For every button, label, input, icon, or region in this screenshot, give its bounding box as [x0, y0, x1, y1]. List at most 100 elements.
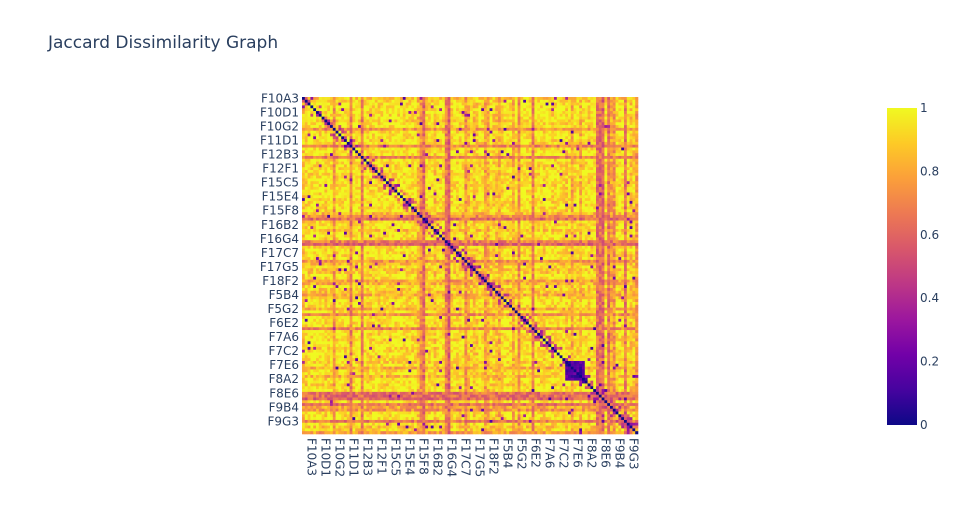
heatmap-cell — [369, 150, 373, 154]
heatmap-cell — [414, 195, 418, 199]
heatmap-cell — [458, 155, 462, 160]
heatmap-cell — [598, 195, 602, 199]
heatmap-cell — [363, 127, 367, 131]
heatmap-cell — [369, 184, 373, 188]
heatmap-cell — [498, 206, 502, 210]
heatmap-cell — [484, 136, 488, 140]
heatmap-cell — [419, 164, 423, 168]
heatmap-cell — [344, 97, 348, 101]
heatmap-cell — [442, 147, 446, 151]
heatmap-cell — [626, 153, 630, 157]
heatmap-cell — [579, 133, 583, 137]
heatmap-cell — [444, 153, 448, 157]
heatmap-cell — [447, 113, 451, 117]
heatmap-cell — [304, 158, 308, 162]
heatmap-cell — [528, 113, 532, 117]
heatmap-cell — [461, 139, 465, 143]
heatmap-cell — [425, 119, 429, 123]
heatmap-cell — [534, 130, 538, 134]
heatmap-cell — [369, 170, 373, 174]
heatmap-cell — [425, 144, 429, 148]
heatmap-cell — [436, 125, 440, 129]
heatmap-cell — [397, 97, 401, 101]
heatmap-cell — [562, 158, 566, 162]
heatmap-cell — [495, 139, 499, 143]
heatmap-cell — [582, 195, 586, 199]
heatmap-cell — [444, 108, 448, 112]
heatmap-cell — [436, 113, 440, 117]
heatmap-cell — [615, 102, 619, 106]
heatmap-cell — [422, 164, 426, 168]
heatmap-cell — [551, 150, 555, 154]
heatmap-cell — [500, 141, 504, 146]
heatmap-cell — [565, 167, 569, 171]
heatmap-cell — [425, 105, 429, 109]
heatmap-cell — [450, 136, 454, 140]
heatmap-cell — [316, 97, 320, 101]
heatmap-cell — [596, 200, 600, 205]
heatmap-cell — [596, 153, 600, 157]
heatmap-cell — [576, 164, 580, 168]
heatmap-cell — [358, 105, 362, 109]
heatmap-cell — [304, 141, 308, 146]
heatmap-cell — [341, 189, 345, 193]
heatmap-cell — [363, 136, 367, 140]
heatmap-cell — [548, 141, 552, 146]
heatmap-cell — [330, 133, 334, 137]
heatmap-cell — [565, 153, 569, 157]
heatmap-cell — [419, 144, 423, 148]
heatmap-cell — [346, 181, 350, 185]
heatmap-cell — [573, 139, 577, 143]
heatmap-cell — [302, 155, 306, 160]
heatmap-cell — [349, 108, 353, 112]
heatmap-cell — [545, 133, 549, 137]
heatmap-cell — [444, 158, 448, 162]
heatmap-cell — [338, 130, 342, 134]
heatmap-cell — [481, 136, 485, 140]
heatmap-cell — [470, 136, 474, 140]
heatmap-cell — [576, 167, 580, 171]
heatmap-cell — [570, 111, 574, 115]
heatmap-cell — [545, 172, 549, 176]
heatmap-cell — [327, 161, 331, 165]
heatmap-cell — [352, 164, 356, 168]
heatmap-cell — [380, 99, 384, 103]
heatmap-cell — [472, 116, 476, 120]
heatmap-cell — [324, 127, 328, 131]
heatmap-cell — [492, 167, 496, 171]
heatmap-cell — [565, 150, 569, 154]
heatmap-cell — [369, 161, 373, 165]
heatmap-cell — [593, 144, 597, 148]
heatmap-cell — [400, 200, 404, 205]
heatmap-cell — [582, 125, 586, 129]
heatmap-cell — [556, 130, 560, 134]
heatmap-cell — [540, 164, 544, 168]
heatmap-cell — [411, 144, 415, 148]
heatmap-cell — [330, 119, 334, 123]
heatmap-cell — [607, 113, 611, 117]
heatmap-cell — [394, 167, 398, 171]
heatmap-cell — [629, 178, 633, 182]
heatmap-cell — [621, 170, 625, 174]
heatmap-cell — [458, 130, 462, 134]
heatmap-cell — [397, 108, 401, 112]
heatmap-cell — [363, 170, 367, 174]
heatmap-cell — [484, 175, 488, 179]
heatmap-cell — [475, 178, 479, 182]
heatmap-cell — [304, 122, 308, 126]
heatmap-cell — [408, 198, 412, 202]
heatmap-cell — [422, 192, 426, 196]
heatmap-cell — [358, 144, 362, 148]
heatmap-cell — [610, 127, 614, 131]
heatmap-cell — [562, 178, 566, 182]
heatmap-cell — [344, 144, 348, 148]
heatmap-cell — [397, 200, 401, 205]
heatmap-cell — [517, 122, 521, 126]
heatmap-cell — [484, 195, 488, 199]
heatmap-cell — [470, 130, 474, 134]
heatmap-cell — [472, 147, 476, 151]
heatmap-cell — [579, 127, 583, 131]
heatmap-cell — [489, 186, 493, 190]
heatmap-cell — [503, 108, 507, 112]
heatmap-cell — [358, 170, 362, 174]
